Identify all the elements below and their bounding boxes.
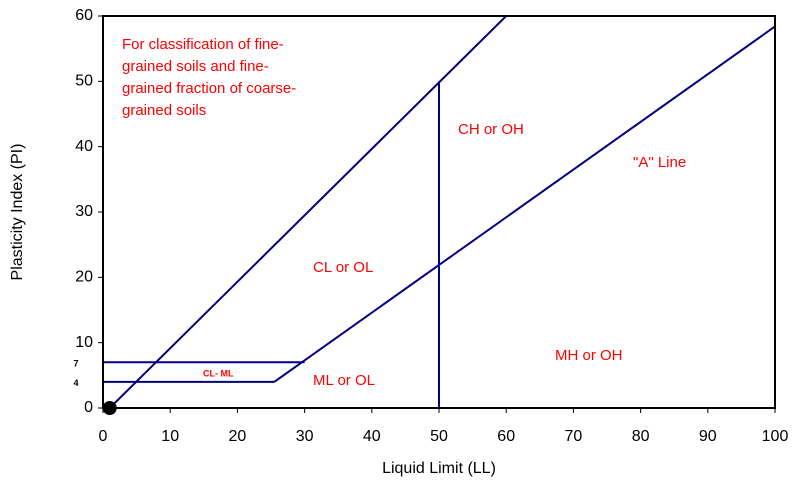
y-tick-label: 20 xyxy=(75,269,93,286)
x-tick-label: 20 xyxy=(229,428,247,445)
plot-frame xyxy=(102,15,776,409)
annotation: "A" Line xyxy=(633,154,686,171)
x-tick-label: 40 xyxy=(363,428,381,445)
note-line: grained fraction of coarse- xyxy=(122,80,296,97)
annotation: MH or OH xyxy=(555,347,623,364)
x-tick-label: 0 xyxy=(99,428,108,445)
x-tick-label: 60 xyxy=(497,428,515,445)
x-axis-title: Liquid Limit (LL) xyxy=(382,460,496,477)
x-tick-label: 30 xyxy=(296,428,314,445)
y-tick-label: 0 xyxy=(84,399,93,416)
x-tick-label: 10 xyxy=(161,428,179,445)
y-tick-label: 30 xyxy=(75,203,93,220)
y-tick-label: 7 xyxy=(73,359,78,369)
note-line: For classification of fine- xyxy=(122,36,284,53)
y-tick-label: 10 xyxy=(75,334,93,351)
note-line: grained soils and fine- xyxy=(122,58,269,75)
boundary-line xyxy=(109,15,507,409)
x-tick-label: 100 xyxy=(762,428,789,445)
boundary-line xyxy=(273,25,776,383)
x-tick-label: 90 xyxy=(699,428,717,445)
annotation: ML or OL xyxy=(313,372,375,389)
annotation: CL- ML xyxy=(203,368,234,378)
x-tick-label: 80 xyxy=(632,428,650,445)
annotation: CL or OL xyxy=(313,259,373,276)
y-tick-label: 60 xyxy=(75,7,93,24)
y-tick-label: 50 xyxy=(75,73,93,90)
annotation: CH or OH xyxy=(458,121,524,138)
x-tick-label: 70 xyxy=(565,428,583,445)
y-tick-label: 40 xyxy=(75,138,93,155)
note-line: grained soils xyxy=(122,102,206,119)
y-tick-label: 4 xyxy=(73,378,78,388)
y-axis-title: Plasticity Index (PI) xyxy=(9,144,26,281)
x-tick-label: 50 xyxy=(430,428,448,445)
